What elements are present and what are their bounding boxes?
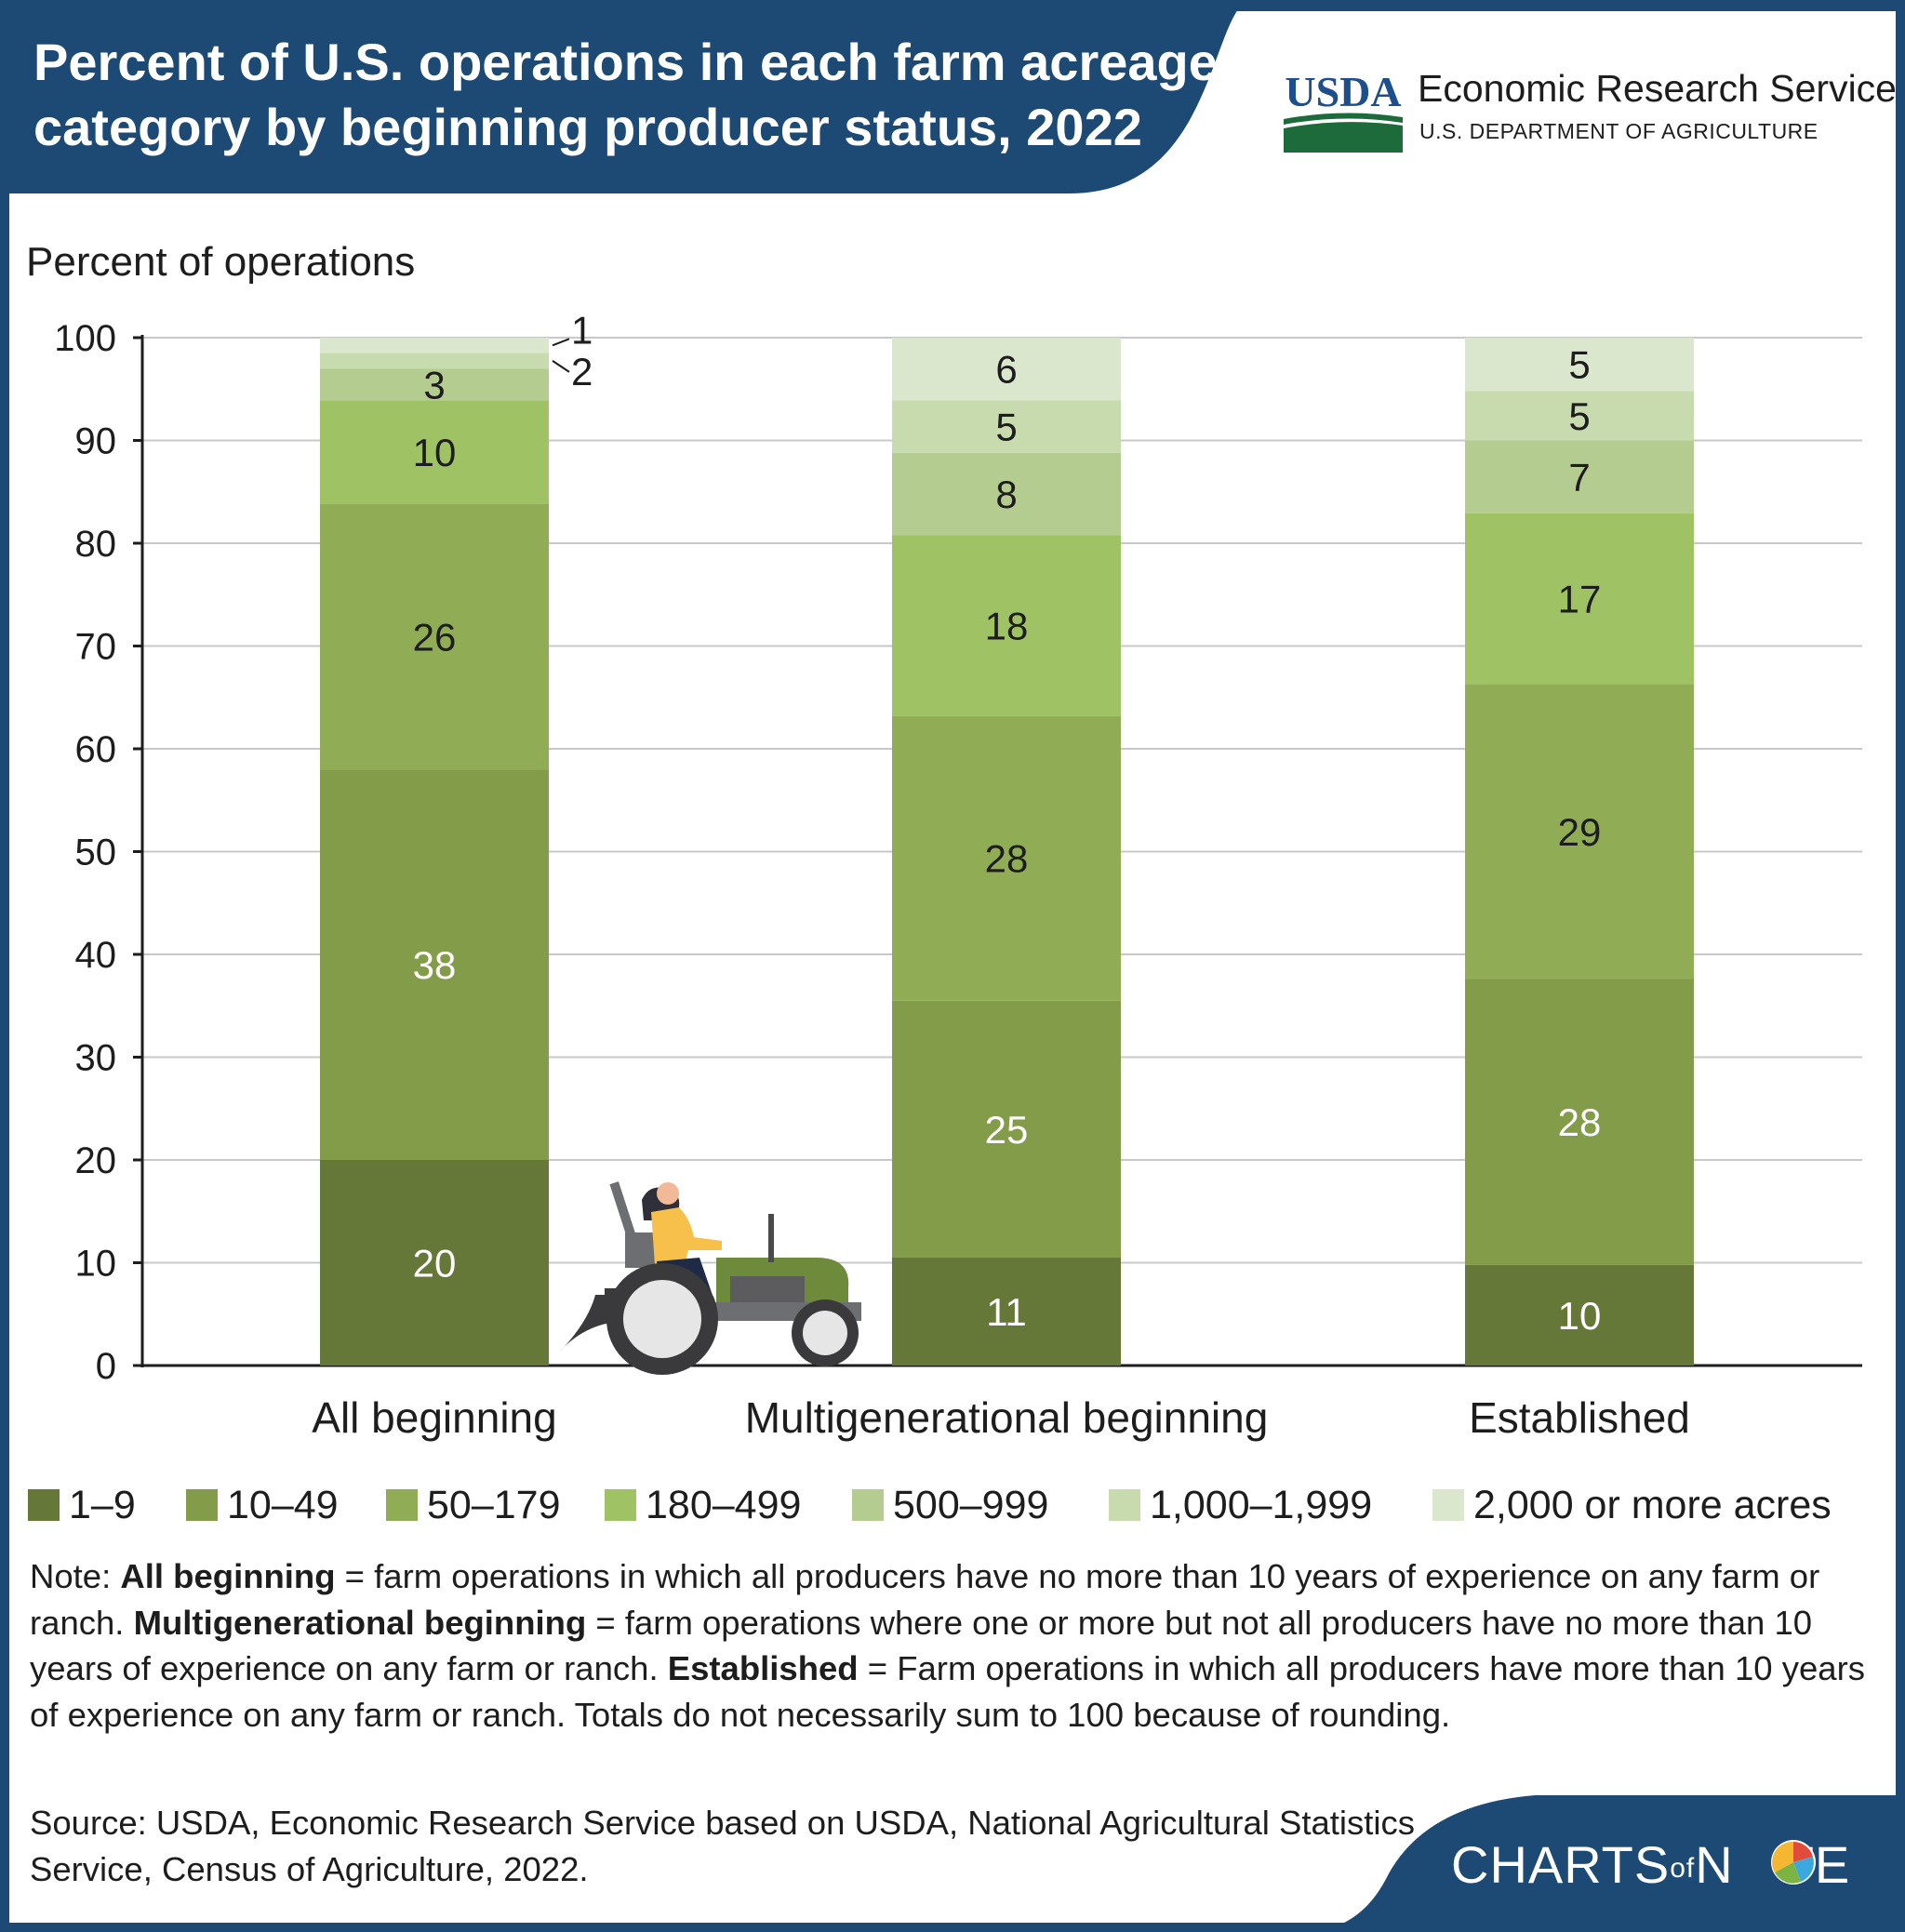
legend-label: 50–179 (427, 1482, 561, 1527)
bar-segment (1465, 684, 1694, 979)
bar-segment (892, 1257, 1121, 1366)
legend-item: 1–9 (28, 1483, 136, 1527)
legend-item: 1,000–1,999 (1109, 1483, 1372, 1527)
leader-line (552, 360, 570, 373)
data-label: 10 (1558, 1294, 1602, 1338)
bar-segment (320, 1160, 549, 1366)
legend-label: 1–9 (69, 1482, 136, 1527)
data-label: 26 (413, 616, 457, 660)
y-tick-label: 60 (75, 729, 117, 770)
bar-segment (320, 400, 549, 505)
bar-segment (892, 1000, 1121, 1258)
x-tick-labels: All beginning Multigenerational beginning… (312, 1393, 1690, 1442)
data-label: 18 (985, 604, 1029, 647)
legend-item: 180–499 (605, 1483, 801, 1527)
legend-label: 2,000 or more acres (1473, 1482, 1832, 1527)
data-label: 3 (423, 363, 445, 406)
y-tick-label: 80 (75, 524, 117, 565)
data-label: 28 (1558, 1100, 1602, 1144)
bar-segment (892, 535, 1121, 716)
legend-swatch (28, 1489, 60, 1521)
bar-segment (320, 504, 549, 770)
y-tick-label: 100 (54, 318, 116, 359)
data-label: 20 (413, 1242, 457, 1286)
bar-segment (892, 400, 1121, 453)
data-label: 11 (986, 1290, 1027, 1334)
bar-segment (320, 769, 549, 1160)
chart-note: Note: All beginning = farm operations in… (30, 1557, 1865, 1734)
bar-segment (892, 338, 1121, 401)
data-label: 28 (985, 837, 1029, 881)
data-label: 2 (571, 350, 593, 393)
data-label: 5 (995, 406, 1017, 449)
legend-item: 500–999 (852, 1483, 1048, 1527)
legend-item: 50–179 (386, 1483, 561, 1527)
legend: 1–9 10–49 50–179 180–499 500–999 1,000–1,999 2… (28, 1483, 1888, 1527)
department-name: U.S. DEPARTMENT OF AGRICULTURE (1419, 119, 1818, 143)
leader-line (552, 338, 570, 347)
legend-item: 2,000 or more acres (1432, 1483, 1832, 1527)
legend-swatch (1109, 1489, 1140, 1521)
data-label: 6 (995, 348, 1017, 392)
x-tick-label: Multigenerational beginning (745, 1393, 1269, 1442)
legend-item: 10–49 (186, 1483, 339, 1527)
legend-swatch (852, 1489, 884, 1521)
y-tick-label: 20 (75, 1140, 117, 1181)
usda-logo-text: USDA (1285, 68, 1401, 115)
y-tick-label: 30 (75, 1038, 117, 1079)
y-tick-label: 40 (75, 935, 117, 976)
x-tick-label: All beginning (312, 1393, 556, 1442)
legend-swatch (1432, 1489, 1464, 1521)
brand-band (1302, 1795, 1905, 1932)
y-tick-label: 90 (75, 421, 117, 462)
data-label: 7 (1568, 456, 1590, 500)
data-label: 5 (1568, 394, 1590, 438)
legend-swatch (386, 1489, 418, 1521)
legend-label: 500–999 (893, 1482, 1049, 1527)
bar-segment (320, 368, 549, 401)
bar-segment (892, 452, 1121, 536)
agency-name: Economic Research Service (1418, 67, 1897, 110)
data-label: 1 (571, 308, 593, 352)
x-tick-label: Established (1469, 1393, 1690, 1442)
y-tick-labels: 0 10 20 30 40 50 60 70 80 90 100 (54, 318, 116, 1387)
stacked-bar-chart: Percent of operations 0 10 20 30 40 50 60 70 80 9… (26, 239, 1862, 1442)
tractor-illustration-icon (558, 1181, 861, 1375)
bar-segment (892, 715, 1121, 1001)
chart-source: Source: USDA, Economic Research Service … (30, 1804, 1416, 1888)
bar-segment (1465, 391, 1694, 441)
bar-segment (1465, 979, 1694, 1265)
bar-segment (320, 353, 549, 369)
legend-swatch (605, 1489, 636, 1521)
bar-segment (1465, 440, 1694, 513)
bar-segment (320, 338, 549, 353)
bar-segment (1465, 1264, 1694, 1366)
y-tick-label: 50 (75, 833, 117, 873)
legend-label: 180–499 (646, 1482, 802, 1527)
bar-segment (1465, 513, 1694, 685)
y-axis-label: Percent of operations (26, 239, 415, 285)
data-label: 8 (995, 473, 1017, 516)
data-label: 10 (413, 431, 457, 474)
y-tick-label: 70 (75, 627, 117, 668)
data-label: 25 (985, 1108, 1029, 1152)
data-label: 17 (1558, 578, 1602, 621)
usda-logo-icon: USDA (1284, 68, 1403, 153)
y-tick-label: 0 (96, 1346, 116, 1387)
y-tick-label: 10 (75, 1244, 117, 1285)
legend-label: 10–49 (227, 1482, 339, 1527)
data-label: 5 (1568, 343, 1590, 387)
data-label: 38 (413, 943, 457, 987)
header-band (0, 0, 1246, 193)
legend-label: 1,000–1,999 (1150, 1482, 1373, 1527)
legend-swatch (186, 1489, 218, 1521)
data-label: 29 (1558, 810, 1602, 854)
chart-title: Percent of U.S. operations in each farm … (33, 33, 1218, 156)
bar-segment (1465, 338, 1694, 392)
pie-chart-icon (1771, 1840, 1816, 1885)
